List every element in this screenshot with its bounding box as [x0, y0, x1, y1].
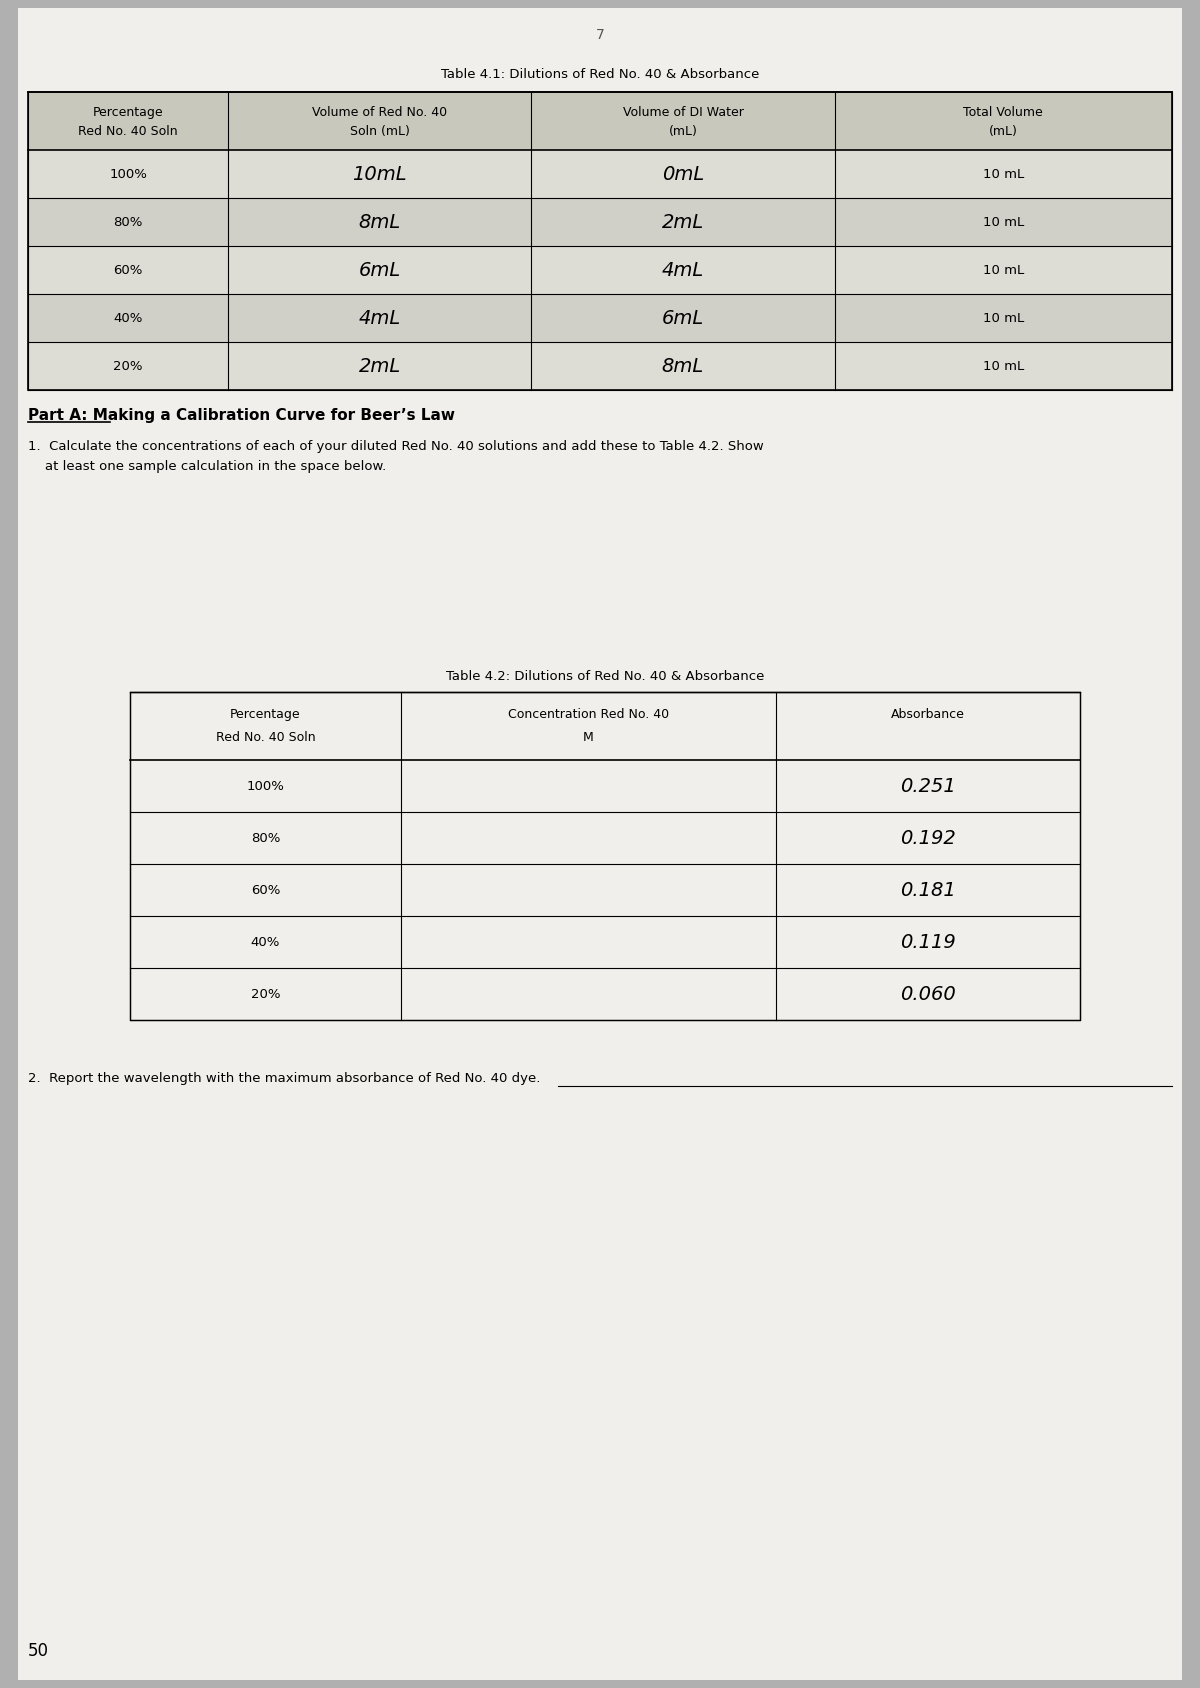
Text: 6mL: 6mL [359, 260, 401, 280]
Text: 0.119: 0.119 [900, 932, 956, 952]
Text: 8mL: 8mL [662, 356, 704, 375]
Bar [28, 294, 1172, 343]
Bar [130, 967, 1080, 1020]
Text: (mL): (mL) [668, 125, 697, 138]
Text: 10mL: 10mL [353, 164, 407, 184]
Text: 50: 50 [28, 1642, 49, 1659]
Text: 60%: 60% [114, 263, 143, 277]
Text: Table 4.2: Dilutions of Red No. 40 & Absorbance: Table 4.2: Dilutions of Red No. 40 & Abs… [446, 670, 764, 684]
Text: 10 mL: 10 mL [983, 167, 1024, 181]
Text: 0.192: 0.192 [900, 829, 956, 847]
Text: Table 4.1: Dilutions of Red No. 40 & Absorbance: Table 4.1: Dilutions of Red No. 40 & Abs… [440, 68, 760, 81]
Text: 2.  Report the wavelength with the maximum absorbance of Red No. 40 dye.: 2. Report the wavelength with the maximu… [28, 1072, 540, 1085]
Bar [130, 864, 1080, 917]
Text: Percentage: Percentage [92, 106, 163, 118]
Text: Total Volume: Total Volume [964, 106, 1043, 118]
Bar [28, 150, 1172, 197]
Text: Percentage: Percentage [230, 707, 301, 721]
Text: 20%: 20% [251, 987, 280, 1001]
Text: 8mL: 8mL [359, 213, 401, 231]
Text: 80%: 80% [251, 832, 280, 844]
Bar [28, 93, 1172, 390]
Text: Red No. 40 Soln: Red No. 40 Soln [78, 125, 178, 138]
Bar [28, 343, 1172, 390]
Text: 7: 7 [595, 29, 605, 42]
Bar [28, 197, 1172, 246]
Text: Volume of Red No. 40: Volume of Red No. 40 [312, 106, 448, 118]
Text: 40%: 40% [114, 312, 143, 324]
Bar [130, 692, 1080, 1020]
Text: 2mL: 2mL [662, 213, 704, 231]
Text: Red No. 40 Soln: Red No. 40 Soln [216, 731, 316, 744]
Text: 100%: 100% [109, 167, 148, 181]
Text: Volume of DI Water: Volume of DI Water [623, 106, 743, 118]
Text: 0.181: 0.181 [900, 881, 956, 900]
Text: 2mL: 2mL [359, 356, 401, 375]
Text: Concentration Red No. 40: Concentration Red No. 40 [508, 707, 668, 721]
Bar [130, 760, 1080, 812]
Text: 10 mL: 10 mL [983, 312, 1024, 324]
Text: 1.  Calculate the concentrations of each of your diluted Red No. 40 solutions an: 1. Calculate the concentrations of each … [28, 441, 763, 452]
Text: 60%: 60% [251, 883, 280, 896]
Text: 4mL: 4mL [359, 309, 401, 327]
Bar [28, 246, 1172, 294]
Bar [130, 812, 1080, 864]
Text: 10 mL: 10 mL [983, 216, 1024, 228]
Text: 20%: 20% [113, 360, 143, 373]
Text: (mL): (mL) [989, 125, 1018, 138]
Text: 10 mL: 10 mL [983, 263, 1024, 277]
Text: 40%: 40% [251, 935, 280, 949]
Text: 80%: 80% [114, 216, 143, 228]
Text: Absorbance: Absorbance [892, 707, 965, 721]
Text: 100%: 100% [246, 780, 284, 792]
Text: Part A: Making a Calibration Curve for Beer’s Law: Part A: Making a Calibration Curve for B… [28, 408, 455, 424]
Bar [130, 692, 1080, 760]
Text: at least one sample calculation in the space below.: at least one sample calculation in the s… [28, 461, 386, 473]
Bar [130, 917, 1080, 967]
Text: 4mL: 4mL [662, 260, 704, 280]
Text: 0mL: 0mL [662, 164, 704, 184]
Text: 0.251: 0.251 [900, 776, 956, 795]
Text: 0.060: 0.060 [900, 984, 956, 1003]
Text: 10 mL: 10 mL [983, 360, 1024, 373]
Text: Soln (mL): Soln (mL) [350, 125, 409, 138]
Text: 6mL: 6mL [662, 309, 704, 327]
Text: M: M [583, 731, 594, 744]
Bar [28, 93, 1172, 150]
